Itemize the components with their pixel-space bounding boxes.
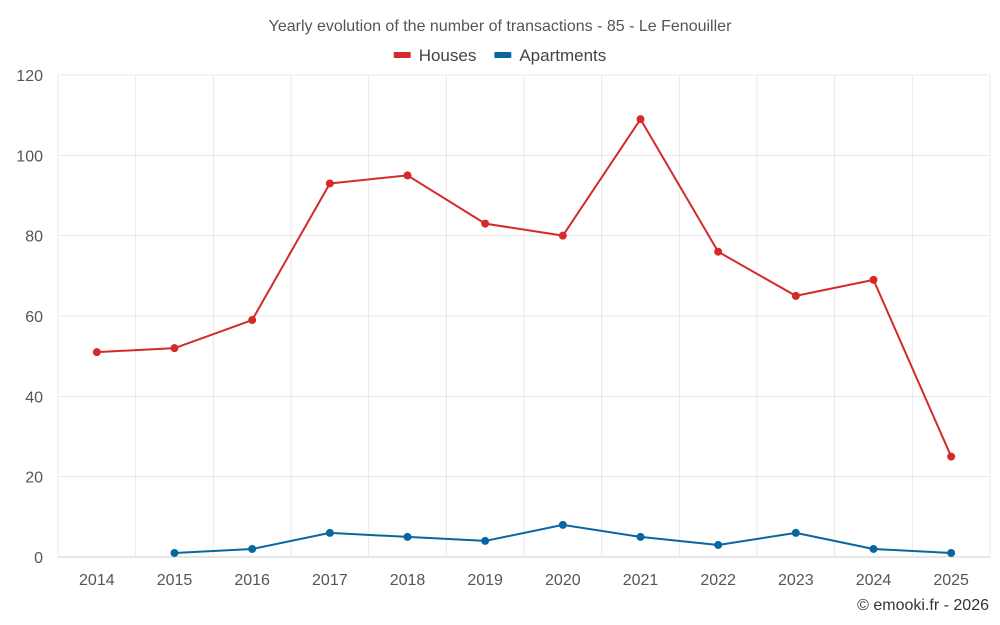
x-tick-label: 2024 bbox=[856, 572, 892, 589]
houses-point-2015[interactable] bbox=[170, 344, 179, 353]
x-tick-label: 2021 bbox=[623, 572, 659, 589]
x-tick-label: 2019 bbox=[467, 572, 503, 589]
apartments-point-2018[interactable] bbox=[403, 532, 412, 541]
x-tick-label: 2016 bbox=[234, 572, 270, 589]
y-tick-label: 40 bbox=[25, 389, 43, 406]
y-tick-label: 120 bbox=[16, 68, 43, 85]
series-group bbox=[92, 115, 956, 557]
apartments-point-2020[interactable] bbox=[558, 520, 567, 529]
houses-point-2025[interactable] bbox=[947, 452, 956, 461]
apartments-point-2016[interactable] bbox=[248, 544, 257, 553]
apartments-point-2024[interactable] bbox=[869, 544, 878, 553]
legend-label: Apartments bbox=[519, 46, 606, 65]
chart-title: Yearly evolution of the number of transa… bbox=[269, 18, 732, 35]
gridlines bbox=[57, 74, 991, 558]
legend-swatch bbox=[494, 52, 512, 58]
x-tick-label: 2023 bbox=[778, 572, 814, 589]
y-tick-label: 20 bbox=[25, 470, 43, 487]
x-tick-label: 2018 bbox=[390, 572, 426, 589]
series-houses bbox=[92, 115, 956, 461]
apartments-point-2021[interactable] bbox=[636, 532, 645, 541]
apartments-point-2019[interactable] bbox=[481, 536, 490, 545]
apartments-point-2015[interactable] bbox=[170, 548, 179, 557]
apartments-point-2022[interactable] bbox=[714, 540, 723, 549]
houses-point-2022[interactable] bbox=[714, 247, 723, 256]
series-apartments bbox=[170, 520, 956, 557]
apartments-point-2025[interactable] bbox=[947, 548, 956, 557]
houses-point-2023[interactable] bbox=[791, 291, 800, 300]
x-tick-label: 2017 bbox=[312, 572, 348, 589]
houses-point-2018[interactable] bbox=[403, 171, 412, 180]
x-tick-label: 2025 bbox=[933, 572, 969, 589]
y-tick-label: 80 bbox=[25, 229, 43, 246]
legend-item-apartments[interactable]: Apartments bbox=[494, 46, 606, 65]
y-tick-label: 100 bbox=[16, 148, 43, 165]
legend: Houses Apartments bbox=[393, 46, 606, 65]
houses-point-2021[interactable] bbox=[636, 115, 645, 124]
x-tick-label: 2014 bbox=[79, 572, 115, 589]
legend-item-houses[interactable]: Houses bbox=[393, 46, 477, 65]
houses-point-2019[interactable] bbox=[481, 219, 490, 228]
houses-point-2017[interactable] bbox=[325, 179, 334, 188]
credit-text: © emooki.fr - 2026 bbox=[857, 597, 989, 614]
x-tick-label: 2015 bbox=[157, 572, 193, 589]
x-tick-label: 2020 bbox=[545, 572, 581, 589]
apartments-point-2023[interactable] bbox=[791, 528, 800, 537]
x-axis: 2014 2015 2016 2017 2018 2019 2020 2021 2022 2023… bbox=[79, 572, 969, 589]
houses-point-2024[interactable] bbox=[869, 275, 878, 284]
houses-point-2020[interactable] bbox=[558, 231, 567, 240]
legend-label: Houses bbox=[419, 46, 477, 65]
houses-point-2016[interactable] bbox=[248, 316, 257, 325]
apartments-point-2017[interactable] bbox=[325, 528, 334, 537]
houses-line bbox=[96, 118, 953, 457]
legend-swatch bbox=[393, 52, 411, 58]
y-tick-label: 0 bbox=[34, 550, 43, 567]
x-tick-label: 2022 bbox=[700, 572, 736, 589]
y-axis: 0 20 40 60 80 100 120 bbox=[16, 68, 43, 567]
houses-point-2014[interactable] bbox=[92, 348, 101, 357]
y-tick-label: 60 bbox=[25, 309, 43, 326]
